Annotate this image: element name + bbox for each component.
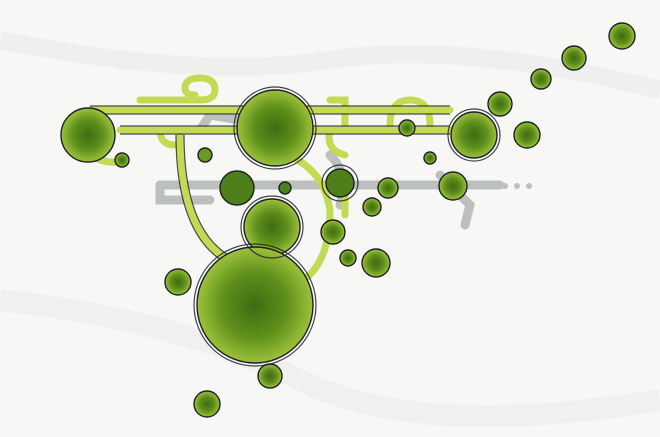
blob-bottom-large (196, 246, 314, 364)
blob-large-left (60, 107, 116, 163)
blob-bottom (193, 390, 221, 418)
blob-gray-dot (197, 147, 213, 163)
blob-upper-3 (608, 22, 636, 50)
blob-top-center (236, 89, 314, 167)
blob-ring-5 (361, 248, 391, 278)
paper-texture (0, 31, 660, 427)
ink-rings (193, 86, 501, 367)
blob-lower-left (164, 268, 192, 296)
blob-right-4 (398, 119, 416, 137)
blob-ring-3 (339, 249, 357, 267)
blob-right-2 (423, 151, 437, 165)
blob-right-3 (438, 171, 468, 201)
blob-center-small (278, 181, 292, 195)
blob-right-6 (513, 121, 541, 149)
blob-gray-left (219, 170, 255, 206)
blob-group (60, 22, 636, 418)
blob-center-ring (325, 168, 355, 198)
blob-upper-1 (530, 68, 552, 90)
blob-ring-4 (362, 197, 382, 217)
blob-right-5 (487, 91, 513, 117)
blob-upper-2 (561, 45, 587, 71)
blob-right-1 (377, 177, 399, 199)
blob-right-big (450, 111, 498, 159)
blob-ring-2 (320, 219, 346, 245)
blob-small-left (114, 152, 130, 168)
blob-lower-mid (257, 363, 283, 389)
